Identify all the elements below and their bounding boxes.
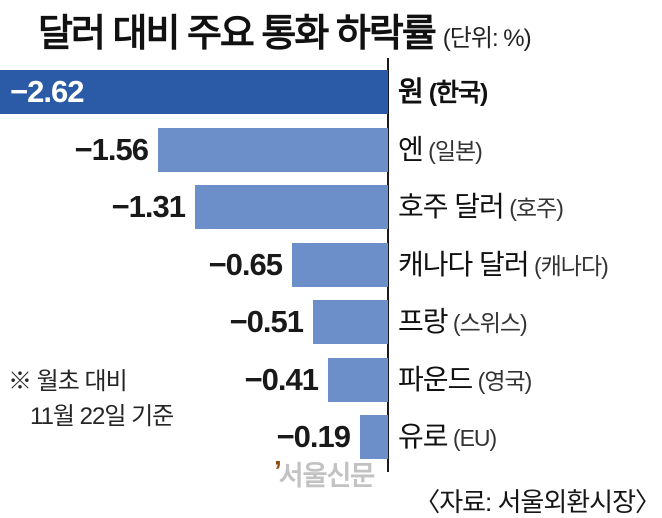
country-name: (캐나다) (528, 253, 609, 279)
country-name: (일본) (422, 138, 483, 164)
source-credit: 〈자료: 서울외환시장〉 (414, 487, 661, 517)
newspaper-watermark: ’서울신문 (274, 454, 375, 493)
chart-bar (292, 243, 388, 287)
country-name: (스위스) (447, 310, 528, 336)
footnote: ※ 월초 대비 11월 22일 기준 (8, 364, 174, 434)
category-label: 프랑 (스위스) (398, 300, 528, 344)
bar-value-label: −0.65 (208, 247, 283, 282)
watermark-quote-icon: ’ (274, 455, 282, 486)
bar-value-label: −1.56 (74, 132, 149, 167)
category-label: 엔 (일본) (398, 128, 483, 172)
watermark-text: 서울신문 (278, 461, 375, 491)
footnote-line2: 11월 22일 기준 (30, 403, 174, 430)
category-label: 캐나다 달러 (캐나다) (398, 243, 609, 287)
currency-name: 유로 (398, 421, 449, 452)
currency-name: 엔 (398, 134, 424, 165)
bar-value-label: −0.19 (276, 419, 351, 454)
category-label: 유로 (EU) (398, 415, 497, 459)
category-label: 원 (한국) (398, 70, 489, 114)
chart-bar (360, 415, 388, 459)
chart-title: 달러 대비 주요 통화 하락률 (단위: %) (38, 2, 532, 57)
currency-name: 파운드 (398, 364, 473, 395)
bar-value-label: −1.31 (111, 189, 186, 224)
currency-name: 캐나다 달러 (398, 249, 530, 280)
category-label: 호주 달러 (호주) (398, 185, 564, 229)
currency-name: 원 (398, 76, 424, 107)
country-name: (EU) (447, 425, 497, 451)
category-label: 파운드 (영국) (398, 358, 533, 402)
country-name: (호주) (503, 195, 564, 221)
bar-value-label: −0.51 (229, 304, 304, 339)
axis-line (387, 58, 389, 472)
country-name: (한국) (422, 79, 489, 107)
chart-bar (158, 128, 388, 172)
chart-bar (328, 358, 388, 402)
chart-unit-label: (단위: %) (442, 25, 532, 52)
country-name: (영국) (472, 368, 533, 394)
currency-name: 호주 달러 (398, 191, 505, 222)
chart-bar (0, 70, 388, 114)
chart-title-text: 달러 대비 주요 통화 하락률 (38, 13, 437, 55)
bar-value-label: −2.62 (10, 74, 84, 109)
chart-bar (313, 300, 388, 344)
currency-name: 프랑 (398, 306, 449, 337)
bar-value-label: −0.41 (244, 362, 319, 397)
footnote-line1: ※ 월초 대비 (8, 368, 128, 395)
chart-bar (195, 185, 388, 229)
